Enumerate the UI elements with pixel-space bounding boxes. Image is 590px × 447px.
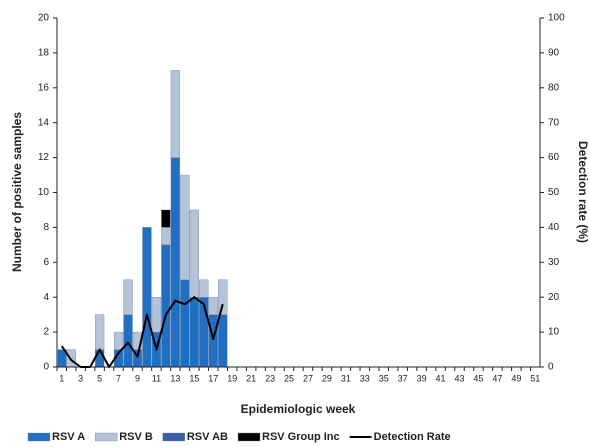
bar-segment — [113, 331, 124, 350]
legend-label: RSV B — [119, 431, 153, 443]
x-tick-label: 41 — [436, 373, 446, 383]
y-tick-label: 10 — [38, 187, 50, 198]
bar-segment — [189, 209, 199, 298]
y2-tick-label: 90 — [548, 48, 560, 59]
y2-tick-label: 70 — [548, 117, 560, 128]
y-tick-label: 16 — [38, 82, 50, 93]
bar-segment — [123, 279, 133, 315]
legend-swatch — [162, 432, 186, 442]
y2-axis-title: Detection rate (%) — [576, 141, 590, 243]
bar-segment — [218, 279, 228, 315]
y-tick-label: 0 — [43, 362, 49, 373]
x-tick-label: 5 — [97, 373, 102, 383]
x-tick-label: 51 — [530, 373, 540, 383]
x-tick-label: 13 — [170, 373, 180, 383]
x-tick-label: 37 — [398, 373, 408, 383]
y-tick-label: 20 — [38, 13, 50, 24]
legend-label: RSV Group Inc — [262, 431, 340, 443]
x-tick-label: 45 — [473, 373, 483, 383]
x-tick-label: 25 — [284, 373, 294, 383]
y-axis-title: Number of positive samples — [10, 112, 24, 272]
y2-tick-label: 10 — [548, 327, 560, 338]
x-tick-label: 43 — [454, 373, 464, 383]
x-axis-title: Epidemiologic week — [241, 402, 356, 416]
y-tick-label: 14 — [38, 117, 50, 128]
y2-tick-label: 30 — [548, 257, 560, 268]
bar-segment — [170, 70, 181, 158]
bar-segment — [161, 244, 171, 368]
x-tick-label: 31 — [341, 373, 351, 383]
x-tick-label: 27 — [303, 373, 313, 383]
legend-swatch — [95, 432, 118, 442]
bar-segment — [142, 227, 152, 368]
y2-tick-label: 50 — [548, 187, 560, 198]
bar-segment — [180, 279, 190, 368]
x-tick-label: 7 — [116, 373, 121, 383]
bar-segment — [151, 297, 162, 333]
y-tick-label: 4 — [43, 292, 49, 303]
bar-segment — [208, 314, 218, 368]
y2-tick-label: 80 — [548, 82, 560, 93]
bar-segment — [189, 297, 199, 368]
bar-segment — [218, 314, 228, 368]
bar-segment — [123, 314, 133, 368]
x-tick-label: 11 — [152, 373, 161, 383]
x-tick-label: 47 — [492, 373, 502, 383]
x-tick-label: 9 — [135, 373, 140, 383]
x-tick-label: 19 — [227, 373, 237, 383]
y-tick-label: 8 — [43, 222, 49, 233]
y2-tick-label: 20 — [548, 292, 560, 303]
y2-tick-label: 40 — [548, 222, 560, 233]
bar-segment — [199, 279, 209, 298]
y2-tick-label: 0 — [548, 362, 554, 373]
x-tick-label: 49 — [511, 373, 521, 383]
x-tick-label: 21 — [246, 373, 256, 383]
x-tick-label: 15 — [189, 373, 199, 383]
x-tick-label: 3 — [78, 373, 83, 383]
legend-swatch — [237, 432, 261, 442]
legend-label: RSV A — [52, 431, 85, 443]
x-tick-label: 1 — [59, 373, 64, 383]
bar-segment — [161, 209, 171, 228]
y2-tick-label: 100 — [548, 13, 565, 24]
detection-rate-line — [60, 296, 224, 368]
legend-swatch — [27, 432, 51, 442]
x-tick-label: 35 — [379, 373, 389, 383]
bar-segment — [208, 297, 218, 315]
legend-label: RSV AB — [187, 431, 228, 443]
bar-segment — [170, 157, 181, 368]
x-tick-label: 17 — [208, 373, 218, 383]
y-tick-label: 6 — [43, 257, 49, 268]
bar-segment — [180, 174, 190, 280]
x-tick-label: 39 — [417, 373, 427, 383]
y-tick-label: 12 — [38, 152, 50, 163]
y-tick-label: 18 — [38, 48, 50, 59]
bar-segment — [94, 314, 105, 350]
x-tick-label: 23 — [265, 373, 275, 383]
x-tick-label: 29 — [322, 373, 332, 383]
legend-label: Detection Rate — [374, 431, 451, 443]
bar-segment — [94, 349, 105, 368]
y-tick-label: 2 — [43, 327, 49, 338]
bar-segment — [161, 227, 171, 246]
y2-tick-label: 60 — [548, 152, 560, 163]
x-tick-label: 33 — [360, 373, 370, 383]
